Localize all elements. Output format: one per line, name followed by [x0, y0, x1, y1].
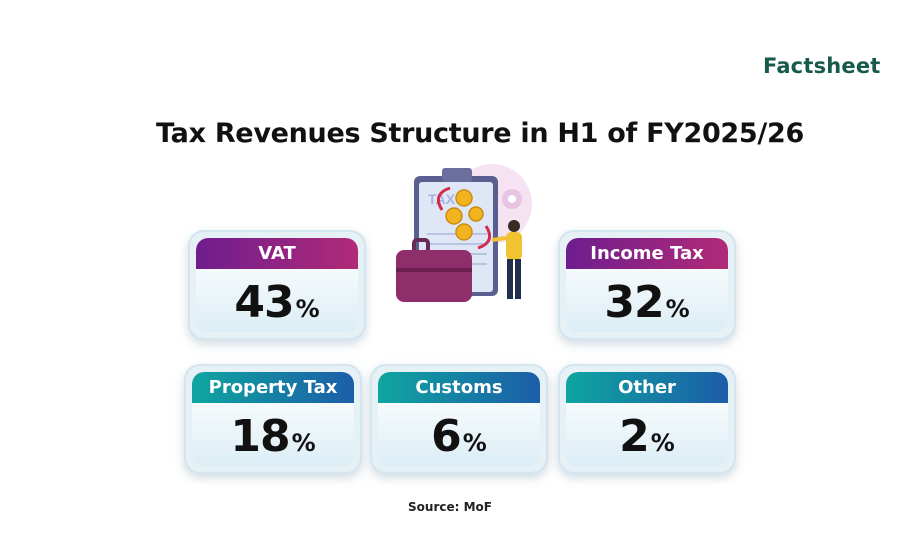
card-label: Customs — [378, 372, 540, 403]
briefcase-icon — [396, 238, 472, 302]
gear-icon — [502, 189, 522, 209]
brand-logo-text: Factsheet — [763, 54, 881, 78]
card-vat: VAT 43% — [188, 230, 366, 340]
card-body: 43% — [196, 269, 358, 332]
card-label: Other — [566, 372, 728, 403]
coins-icon — [445, 189, 484, 241]
percent-sign: % — [291, 429, 316, 457]
card-body: 2% — [566, 403, 728, 466]
card-label: Income Tax — [566, 238, 728, 269]
card-label: VAT — [196, 238, 358, 269]
card-other: Other 2% — [558, 364, 736, 474]
card-panel: Property Tax 18% — [192, 372, 354, 466]
card-body: 6% — [378, 403, 540, 466]
page-title: Tax Revenues Structure in H1 of FY2025/2… — [156, 118, 804, 149]
source-note: Source: MoF — [408, 500, 492, 514]
percent-sign: % — [650, 429, 675, 457]
value-number: 2 — [619, 411, 650, 462]
card-property-tax: Property Tax 18% — [184, 364, 362, 474]
value-number: 18 — [230, 411, 290, 462]
card-panel: Other 2% — [566, 372, 728, 466]
value-number: 43 — [234, 277, 294, 328]
clipboard-label: TAX — [428, 191, 456, 207]
percent-sign: % — [665, 295, 690, 323]
person-icon — [491, 220, 522, 299]
tax-illustration: TAX — [396, 164, 532, 302]
arrows-icon — [436, 186, 492, 250]
card-customs: Customs 6% — [370, 364, 548, 474]
card-panel: Income Tax 32% — [566, 238, 728, 332]
card-value: 6% — [378, 411, 540, 462]
card-value: 18% — [192, 411, 354, 462]
value-number: 32 — [604, 277, 664, 328]
percent-sign: % — [462, 429, 487, 457]
card-value: 43% — [196, 277, 358, 328]
value-number: 6 — [431, 411, 462, 462]
card-value: 32% — [566, 277, 728, 328]
card-label: Property Tax — [192, 372, 354, 403]
card-value: 2% — [566, 411, 728, 462]
card-panel: VAT 43% — [196, 238, 358, 332]
card-body: 18% — [192, 403, 354, 466]
card-income-tax: Income Tax 32% — [558, 230, 736, 340]
percent-sign: % — [295, 295, 320, 323]
card-panel: Customs 6% — [378, 372, 540, 466]
card-body: 32% — [566, 269, 728, 332]
